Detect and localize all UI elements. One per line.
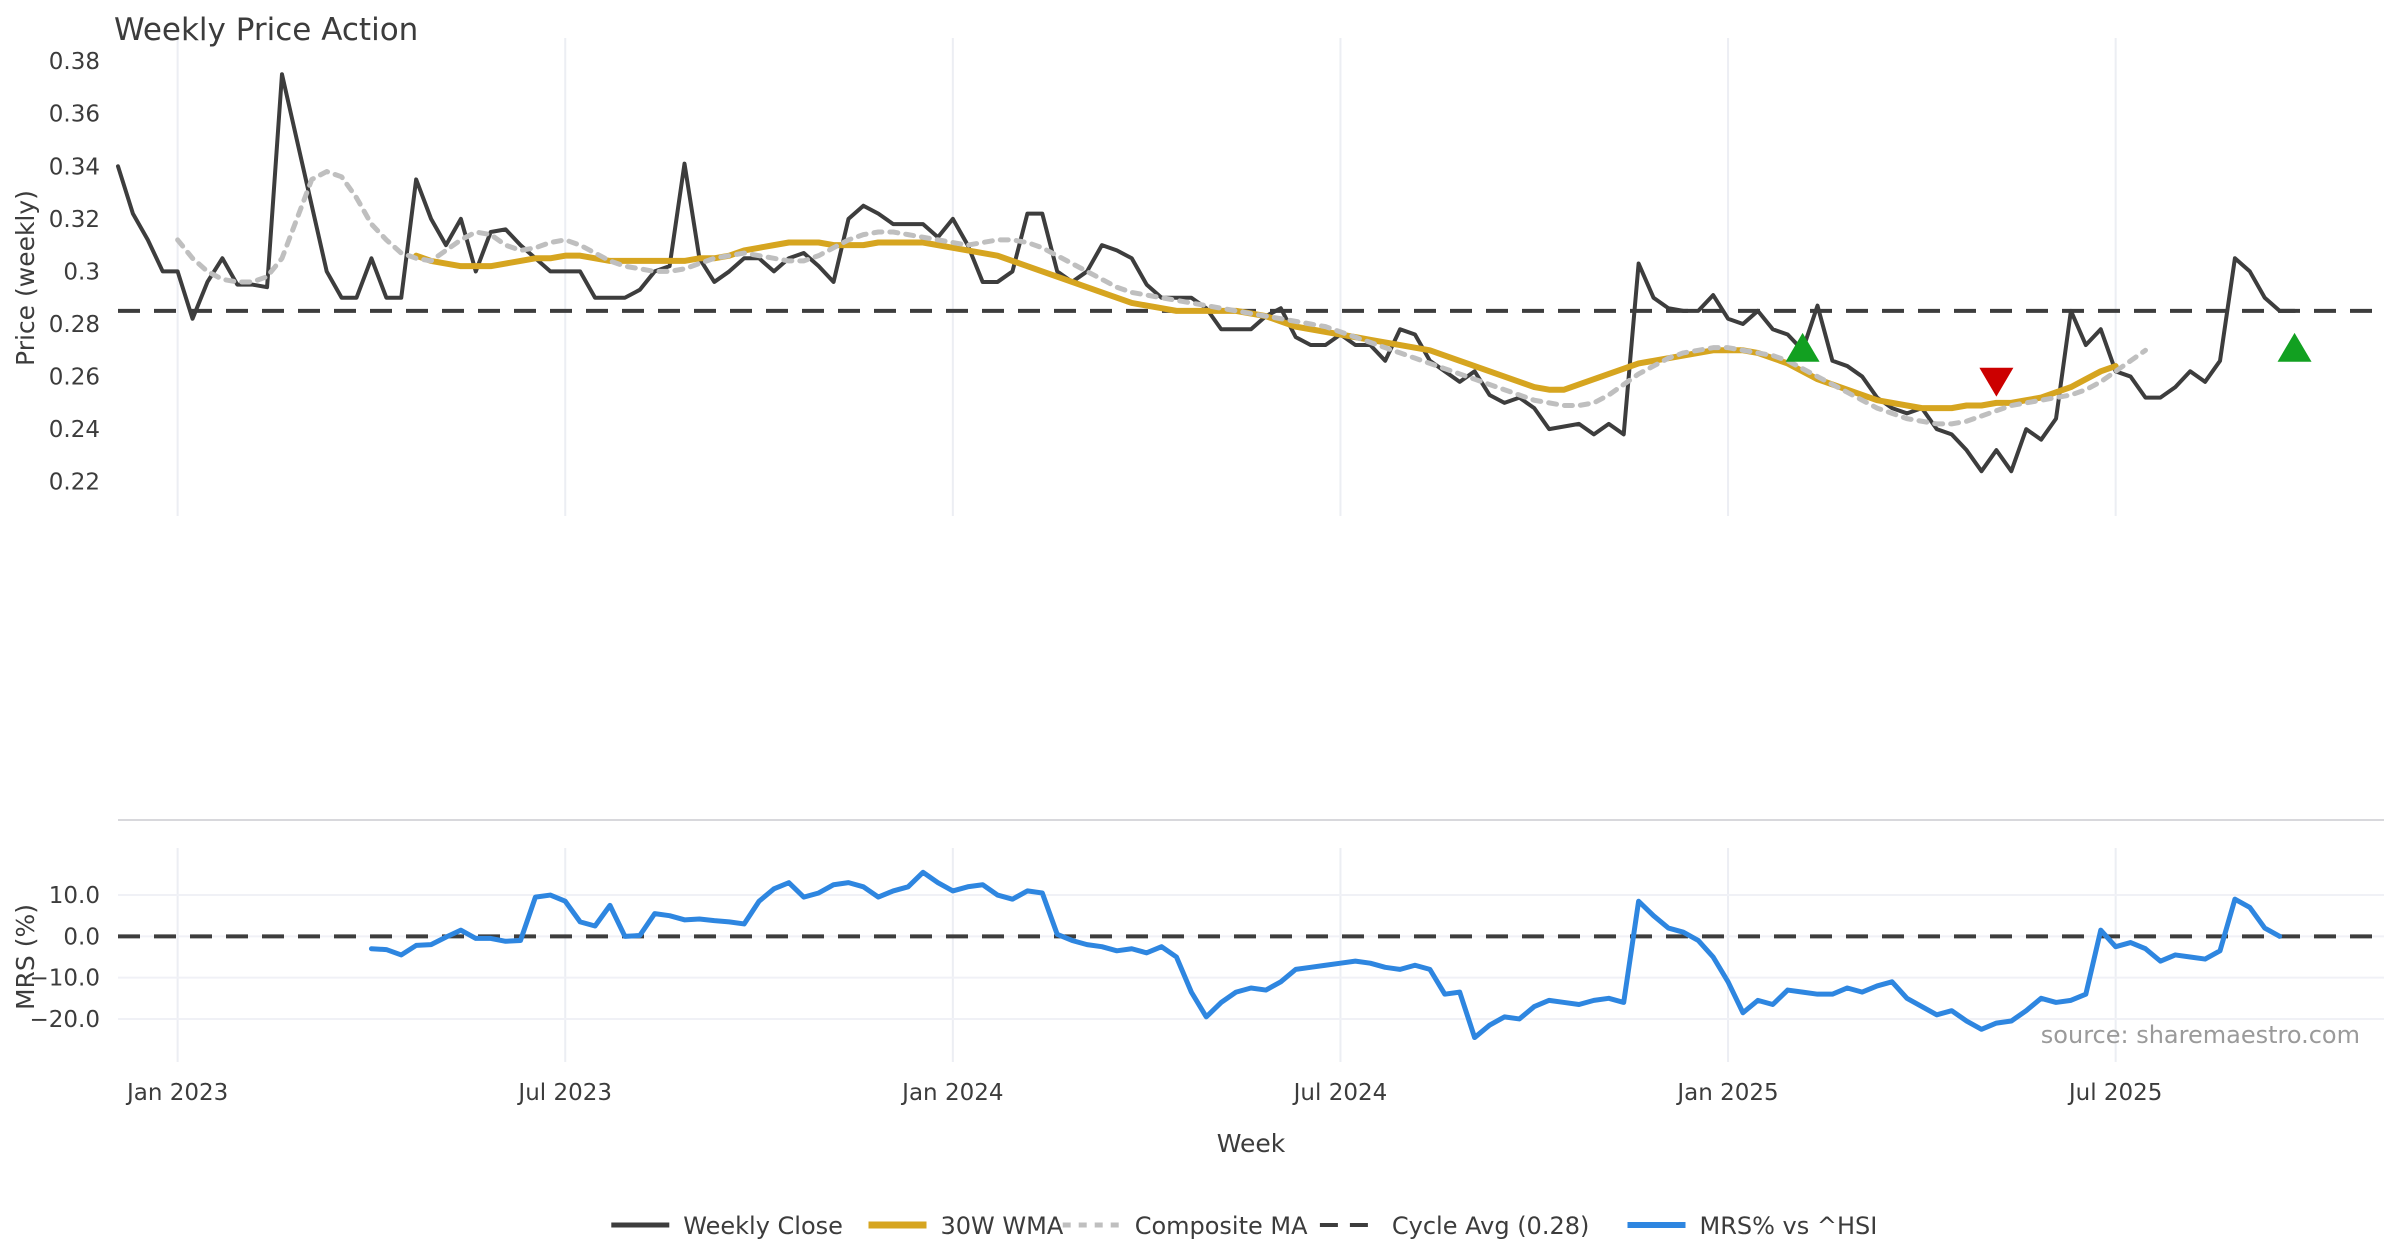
y-tick-label-price: 0.22 (49, 470, 100, 496)
x-tick-label: Jul 2023 (516, 1080, 612, 1106)
y-axis-ticks: 0.22 0.24 0.26 0.28 0.3 0.32 0.34 0.36 0.38 −20.0… (11, 12, 2360, 1240)
series-line-mrs (368, 869, 2283, 1041)
y-tick-label-price: 0.3 (63, 259, 100, 285)
source-watermark-text: source: sharemaestro.com (2041, 1021, 2360, 1049)
source-watermark: source: sharemaestro.com Weekly Close 30W … (611, 1021, 2360, 1240)
legend-item-label[interactable]: Cycle Avg (0.28) (1392, 1212, 1589, 1240)
x-tick-label: Jan 2024 (900, 1080, 1003, 1106)
x-tick-label: Jul 2024 (1292, 1080, 1388, 1106)
signal-markers: 0.22 0.24 0.26 0.28 0.3 0.32 0.34 0.36 0.38 −20.0… (11, 12, 2360, 1240)
y-tick-label-price: 0.24 (49, 417, 100, 443)
y-tick-label-mrs: 10.0 (49, 883, 100, 909)
x-tick-label: Jan 2023 (125, 1080, 228, 1106)
y-tick-label-mrs: 0.0 (63, 924, 100, 950)
marker-sell-signal-triangle-down (1979, 367, 2014, 397)
y-tick-label-mrs: −20.0 (30, 1007, 100, 1033)
gridlines: 0.22 0.24 0.26 0.28 0.3 0.32 0.34 0.36 0.38 −20.0… (11, 12, 2384, 1240)
series-lines: 0.22 0.24 0.26 0.28 0.3 0.32 0.34 0.36 0.38 −20.0… (11, 12, 2360, 1240)
y-tick-label-price: 0.36 (49, 102, 100, 128)
legend-item-label[interactable]: Weekly Close (683, 1212, 843, 1240)
y-tick-label-price: 0.38 (49, 49, 100, 75)
series-line-weekly_close (116, 72, 2297, 474)
y-tick-label-price: 0.32 (49, 207, 100, 233)
y-tick-label-mrs: −10.0 (30, 966, 100, 992)
y-tick-label-price: 0.28 (49, 312, 100, 338)
legend-item-label[interactable]: MRS% vs ^HSI (1700, 1212, 1878, 1240)
chart-title: Weekly Price Action source: sharemaestro.… (114, 12, 2360, 1240)
marker-buy-signal-triangle-up (2277, 332, 2312, 362)
cycle-average-line: 0.22 0.24 0.26 0.28 0.3 0.32 0.34 0.36 0.38 −20.0… (11, 12, 2384, 1240)
x-axis-title: Week (1217, 1129, 1286, 1158)
legend-item-label[interactable]: Composite MA (1135, 1212, 1308, 1240)
y-tick-label-price: 0.34 (49, 154, 100, 180)
series-line-composite_ma (175, 169, 2148, 427)
y-axis-title-mrs: MRS (%) (11, 904, 40, 1010)
marker-buy-signal-triangle-up (1785, 332, 1820, 362)
page-title: Weekly Price Action (114, 12, 418, 48)
chart-legend: Weekly Close 30W WMA Composite MA Cycle Avg… (611, 1212, 1877, 1240)
x-tick-label: Jul 2025 (2067, 1080, 2163, 1106)
x-axis-ticks: Jan 2023 Jul 2023 Jan 2024 Jul 2024 Jan 2025… (11, 12, 2360, 1240)
y-axis-title-price: Price (weekly) (11, 190, 40, 366)
x-tick-label: Jan 2025 (1675, 1080, 1778, 1106)
legend-item-label[interactable]: 30W WMA (941, 1212, 1064, 1240)
y-tick-label-price: 0.26 (49, 365, 100, 391)
